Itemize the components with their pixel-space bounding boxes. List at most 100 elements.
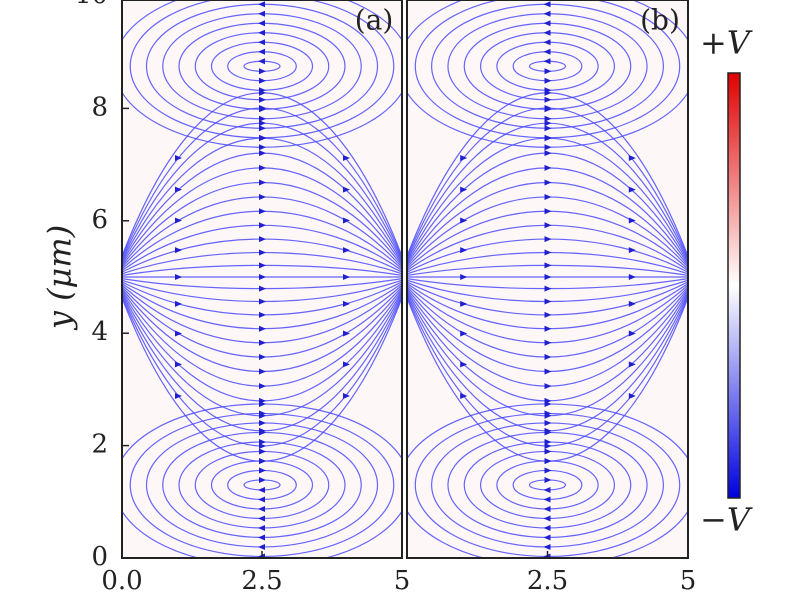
stream-arrow — [175, 330, 182, 337]
stream-arrow — [544, 419, 552, 426]
stream-arrow — [175, 247, 182, 254]
stream-arrow — [259, 438, 266, 445]
stream-arrow — [544, 144, 552, 151]
stream-arrow — [259, 193, 266, 200]
stream-arrow — [259, 68, 266, 75]
stream-arrow — [259, 368, 266, 375]
stream-arrow — [259, 274, 266, 280]
stream-arrow — [628, 274, 636, 280]
stream-arrow — [544, 125, 552, 132]
stream-arrow — [544, 134, 552, 141]
stream-arrow — [259, 222, 266, 229]
stream-arrow — [258, 1, 265, 8]
stream-arrow — [628, 300, 636, 307]
stream-arrow — [259, 429, 266, 436]
stream-arrow — [259, 134, 266, 141]
x-tick-label: 0.0 — [101, 566, 142, 596]
stream-arrow — [628, 393, 636, 400]
stream-arrow — [259, 298, 266, 305]
stream-arrow — [343, 393, 350, 400]
stream-arrow — [544, 368, 552, 375]
stream-arrow — [544, 208, 552, 215]
stream-arrow — [544, 467, 552, 474]
y-axis-label: y (μm) — [41, 225, 79, 331]
stream-arrow — [259, 442, 266, 449]
stream-arrow — [628, 247, 636, 254]
stream-arrow — [544, 448, 552, 455]
colorbar-max-label: +V — [700, 24, 753, 62]
stream-arrow — [258, 10, 265, 17]
stream-arrow — [259, 457, 266, 464]
stream-arrow — [543, 524, 551, 531]
stream-arrow — [544, 429, 552, 436]
stream-arrow — [544, 325, 552, 332]
stream-arrow — [259, 419, 266, 426]
stream-arrow — [258, 29, 265, 36]
stream-arrow — [544, 236, 552, 243]
stream-arrow — [259, 96, 266, 103]
stream-arrow — [175, 217, 182, 224]
stream-arrow — [544, 442, 552, 449]
stream-arrow — [259, 77, 266, 84]
panel-label: (b) — [640, 4, 680, 37]
stream-arrow — [258, 58, 265, 65]
stream-arrow — [258, 515, 265, 522]
stream-arrow — [175, 393, 182, 400]
stream-arrow — [259, 120, 266, 127]
stream-arrow — [544, 68, 552, 75]
stream-arrow — [544, 285, 552, 292]
stream-arrow — [628, 361, 636, 368]
y-tick-label: 10 — [75, 0, 108, 10]
y-tick-label: 0 — [91, 542, 108, 572]
stream-arrow — [343, 300, 350, 307]
stream-arrow — [544, 77, 552, 84]
stream-arrow — [544, 476, 552, 483]
stream-arrow — [544, 438, 552, 445]
stream-arrow — [343, 330, 350, 337]
stream-arrow — [259, 164, 266, 171]
stream-arrow — [259, 179, 266, 186]
stream-arrow — [544, 115, 552, 122]
stream-arrow — [544, 339, 552, 346]
stream-arrow — [544, 383, 552, 390]
stream-arrow — [460, 330, 468, 337]
stream-arrow — [258, 496, 265, 503]
stream-arrow — [544, 120, 552, 127]
stream-arrow — [259, 354, 266, 361]
stream-arrow — [543, 48, 551, 55]
stream-arrow — [259, 106, 266, 113]
stream-arrow — [543, 39, 551, 46]
stream-arrow — [544, 87, 552, 94]
stream-arrow — [258, 505, 265, 512]
stream-arrow — [259, 236, 266, 243]
y-tick-label: 4 — [91, 317, 108, 347]
stream-arrow — [543, 534, 551, 541]
stream-arrow — [628, 154, 636, 161]
stream-arrow — [460, 393, 468, 400]
stream-arrow — [259, 125, 266, 132]
stream-arrow — [259, 400, 266, 407]
stream-arrow — [259, 467, 266, 474]
stream-arrow — [544, 249, 552, 256]
stream-arrow — [543, 58, 551, 65]
stream-arrow — [259, 311, 266, 318]
panel — [407, 0, 688, 558]
stream-arrow — [258, 20, 265, 27]
stream-arrow — [258, 48, 265, 55]
stream-arrow — [460, 154, 468, 161]
stream-arrow — [544, 274, 552, 280]
stream-arrow — [258, 543, 265, 550]
stream-arrow — [460, 247, 468, 254]
stream-arrow — [258, 486, 265, 493]
x-tick-label: 2.5 — [527, 566, 568, 596]
panel — [122, 0, 402, 558]
stream-arrow — [544, 96, 552, 103]
stream-arrow — [460, 186, 468, 193]
stream-arrow — [259, 448, 266, 455]
panel-label: (a) — [355, 4, 394, 37]
stream-arrow — [259, 208, 266, 215]
stream-arrow — [343, 186, 350, 193]
stream-arrow — [343, 154, 350, 161]
stream-arrow — [544, 150, 552, 157]
stream-arrow — [544, 222, 552, 229]
